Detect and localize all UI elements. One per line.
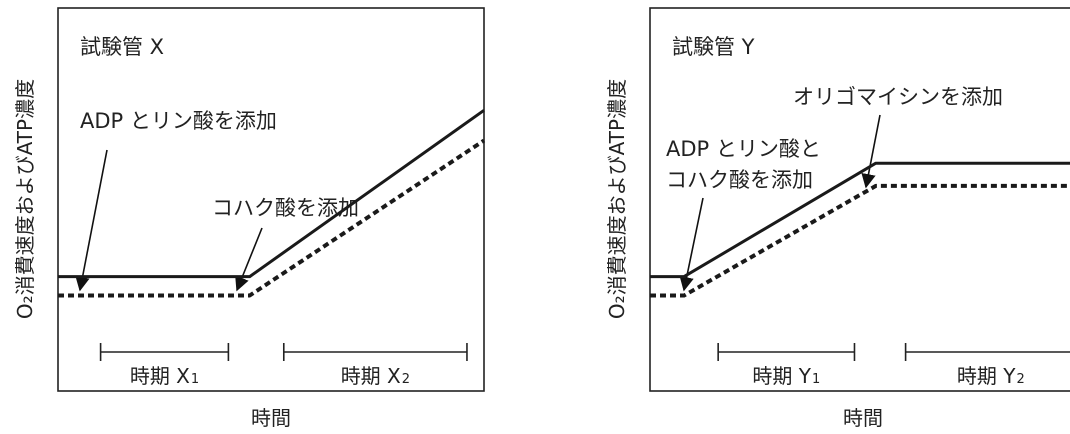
panel-x-period-1: 時期 X1 (99, 343, 230, 388)
panel-y-frame (649, 7, 1070, 392)
period-label: 時期 X2 (341, 364, 410, 388)
period-label: 時期 X1 (130, 364, 199, 388)
panel-x-xlabel: 時間 (251, 406, 291, 430)
panel-y-arrow-oligomycin (861, 114, 881, 189)
panel-y-title: 試験管 Y (672, 35, 755, 59)
panel-y-annotation-oligomycin: オリゴマイシンを添加 (793, 85, 1003, 109)
panel-x: O₂消費速度およびATP濃度 試験管 X ADP とリン酸を添加 コハク酸を添加… (13, 7, 486, 430)
panel-x-ylabel: O₂消費速度およびATP濃度 (13, 79, 37, 319)
panel-x-series-dashed-line (58, 138, 486, 298)
period-label: 時期 Y1 (752, 364, 820, 388)
panel-x-series-solid-line (58, 109, 485, 279)
panel-y-ylabel: O₂消費速度およびATP濃度 (605, 79, 629, 319)
period-label-subscript: 2 (1016, 372, 1024, 387)
period-label-subscript: 1 (812, 372, 820, 387)
panel-y: O₂消費速度およびATP濃度 試験管 Y オリゴマイシンを添加 ADP とリン酸… (605, 7, 1070, 430)
panel-x-frame (57, 7, 485, 392)
panel-y-xlabel: 時間 (843, 406, 883, 430)
period-label-subscript: 2 (402, 372, 410, 387)
panel-y-annotation-adp-line1: ADP とリン酸と (666, 137, 821, 161)
panel-x-annotation-adp: ADP とリン酸を添加 (80, 109, 277, 133)
panel-y-period-1: 時期 Y1 (717, 343, 856, 388)
panel-y-series-solid-line (650, 161, 1070, 279)
panel-y-annotation-adp-line2: コハク酸を添加 (666, 168, 813, 192)
period-label-subscript: 1 (191, 372, 199, 387)
panel-x-title: 試験管 X (80, 35, 164, 59)
panel-x-arrow-succinate (235, 227, 263, 292)
period-label: 時期 Y2 (957, 364, 1025, 388)
panel-x-arrow-adp (75, 149, 108, 292)
panel-y-series-dashed-line (650, 183, 1070, 298)
panel-x-period-2: 時期 X2 (282, 343, 468, 388)
panel-y-period-2: 時期 Y2 (904, 343, 1070, 388)
